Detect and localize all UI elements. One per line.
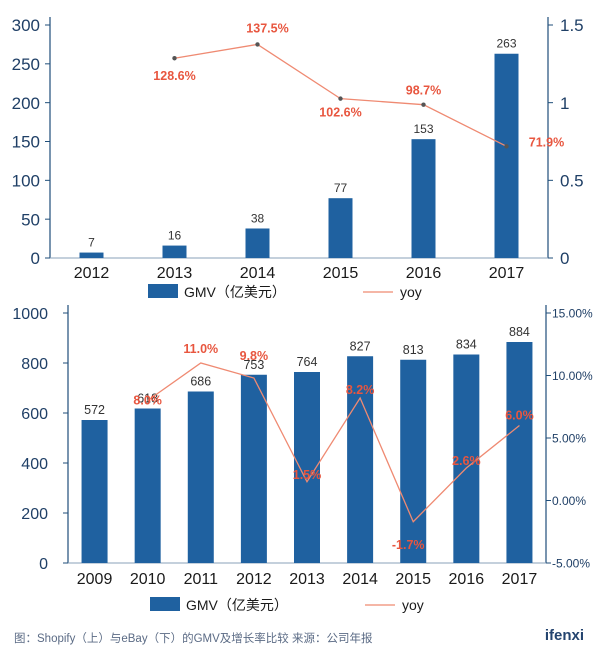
x-category-label: 2017 — [502, 571, 538, 588]
legend-gmv-swatch — [150, 597, 180, 611]
left-tick-label: 1000 — [12, 306, 48, 323]
x-category-label: 2015 — [323, 265, 359, 282]
right-tick-label: 1 — [560, 94, 569, 113]
x-category-label: 2013 — [157, 265, 193, 282]
x-category-label: 2012 — [236, 571, 272, 588]
gmv-bar — [245, 228, 270, 258]
yoy-point — [338, 96, 343, 101]
gmv-bar — [187, 391, 214, 563]
yoy-label: 137.5% — [246, 21, 288, 35]
legend-gmv-label: GMV（亿美元） — [184, 284, 286, 300]
legend-gmv-swatch — [148, 284, 178, 298]
yoy-point — [504, 144, 509, 149]
gmv-bar — [411, 139, 436, 258]
yoy-label: 6.0% — [505, 409, 534, 423]
right-tick-label: 15.00% — [552, 306, 593, 320]
gmv-bar-label: 827 — [350, 339, 371, 353]
left-tick-label: 600 — [21, 406, 48, 423]
gmv-bar — [347, 356, 374, 563]
yoy-label: 9.8% — [240, 349, 269, 363]
yoy-label: -1.7% — [392, 538, 425, 552]
yoy-point — [172, 56, 177, 61]
x-category-label: 2016 — [449, 571, 485, 588]
x-category-label: 2013 — [289, 571, 325, 588]
brand-logo: ifenxi — [544, 627, 584, 644]
left-tick-label: 200 — [12, 94, 40, 113]
yoy-label: 102.6% — [319, 106, 361, 120]
yoy-label: 71.9% — [529, 135, 564, 149]
left-tick-label: 300 — [12, 16, 40, 35]
yoy-label: 1.5% — [293, 468, 322, 482]
right-tick-label: 0.5 — [560, 171, 584, 190]
gmv-bar — [328, 198, 353, 258]
left-tick-label: 0 — [31, 249, 40, 268]
gmv-bar — [79, 252, 104, 258]
right-tick-label: -5.00% — [552, 556, 590, 570]
gmv-bar-label: 686 — [190, 375, 211, 389]
right-tick-label: 0 — [560, 249, 569, 268]
yoy-point — [255, 42, 260, 47]
gmv-bar-label: 16 — [168, 229, 182, 243]
left-tick-label: 200 — [21, 506, 48, 523]
gmv-bar-label: 77 — [334, 181, 348, 195]
yoy-label: 128.6% — [153, 69, 195, 83]
gmv-bar — [400, 359, 427, 563]
x-category-label: 2015 — [395, 571, 431, 588]
left-tick-label: 0 — [39, 556, 48, 573]
right-tick-label: 5.00% — [552, 431, 586, 445]
yoy-label: 2.6% — [452, 454, 481, 468]
x-category-label: 2017 — [489, 265, 525, 282]
x-category-label: 2011 — [184, 571, 219, 588]
yoy-line — [174, 43, 507, 147]
gmv-bar — [81, 420, 108, 563]
left-tick-label: 100 — [12, 171, 40, 190]
left-tick-label: 400 — [21, 456, 48, 473]
gmv-bar-label: 764 — [297, 355, 318, 369]
yoy-line — [147, 362, 520, 523]
shopify-chart: 0 50 100 150 200 250 300 0 0.5 1 1.5 7 16 38 77 153 263 2… — [12, 16, 584, 300]
yoy-label: 98.7% — [406, 84, 441, 98]
gmv-bar — [134, 408, 161, 563]
x-category-label: 2014 — [342, 571, 378, 588]
gmv-bar — [494, 53, 519, 259]
left-tick-label: 250 — [12, 55, 40, 74]
right-tick-label: 0.00% — [552, 494, 586, 508]
x-category-label: 2010 — [130, 571, 166, 588]
x-category-label: 2012 — [74, 265, 110, 282]
right-tick-label: 1.5 — [560, 16, 584, 35]
gmv-bar-label: 153 — [413, 122, 433, 136]
yoy-label: 11.0% — [183, 342, 218, 356]
legend-yoy-label: yoy — [402, 597, 424, 613]
legend-yoy-label: yoy — [400, 284, 422, 300]
x-category-label: 2016 — [406, 265, 442, 282]
legend-gmv-label: GMV（亿美元） — [186, 597, 288, 613]
gmv-bar — [162, 245, 187, 258]
gmv-bar — [240, 374, 267, 563]
gmv-bar-label: 572 — [84, 403, 105, 417]
left-tick-label: 50 — [21, 210, 40, 229]
gmv-bar-label: 618 — [137, 392, 158, 406]
right-tick-label: 10.00% — [552, 369, 593, 383]
figure-caption: 图：Shopify（上）与eBay（下）的GMV及增长率比较 来源：公司年报 — [14, 633, 373, 645]
caption-bar: 图：Shopify（上）与eBay（下）的GMV及增长率比较 来源：公司年报 i… — [0, 624, 598, 651]
ebay-chart: 0 200 400 600 800 1000 -5.00% 0.00% 5.00% 10.00% 1… — [12, 305, 593, 613]
left-tick-label: 800 — [21, 356, 48, 373]
gmv-bar-label: 753 — [243, 358, 264, 372]
gmv-bar-label: 813 — [403, 343, 424, 357]
yoy-point — [421, 102, 426, 107]
x-category-label: 2009 — [77, 571, 113, 588]
gmv-bar-label: 884 — [509, 325, 530, 339]
gmv-bar-label: 7 — [88, 236, 95, 250]
gmv-bar — [453, 354, 480, 563]
x-category-label: 2014 — [240, 265, 276, 282]
yoy-label: 8.0% — [133, 394, 162, 408]
gmv-bar-label: 38 — [251, 211, 265, 225]
gmv-bar-label: 834 — [456, 338, 477, 352]
left-tick-label: 150 — [12, 133, 40, 152]
yoy-label: 8.2% — [346, 383, 375, 397]
gmv-bar — [506, 342, 533, 563]
gmv-bar-label: 263 — [496, 37, 516, 51]
